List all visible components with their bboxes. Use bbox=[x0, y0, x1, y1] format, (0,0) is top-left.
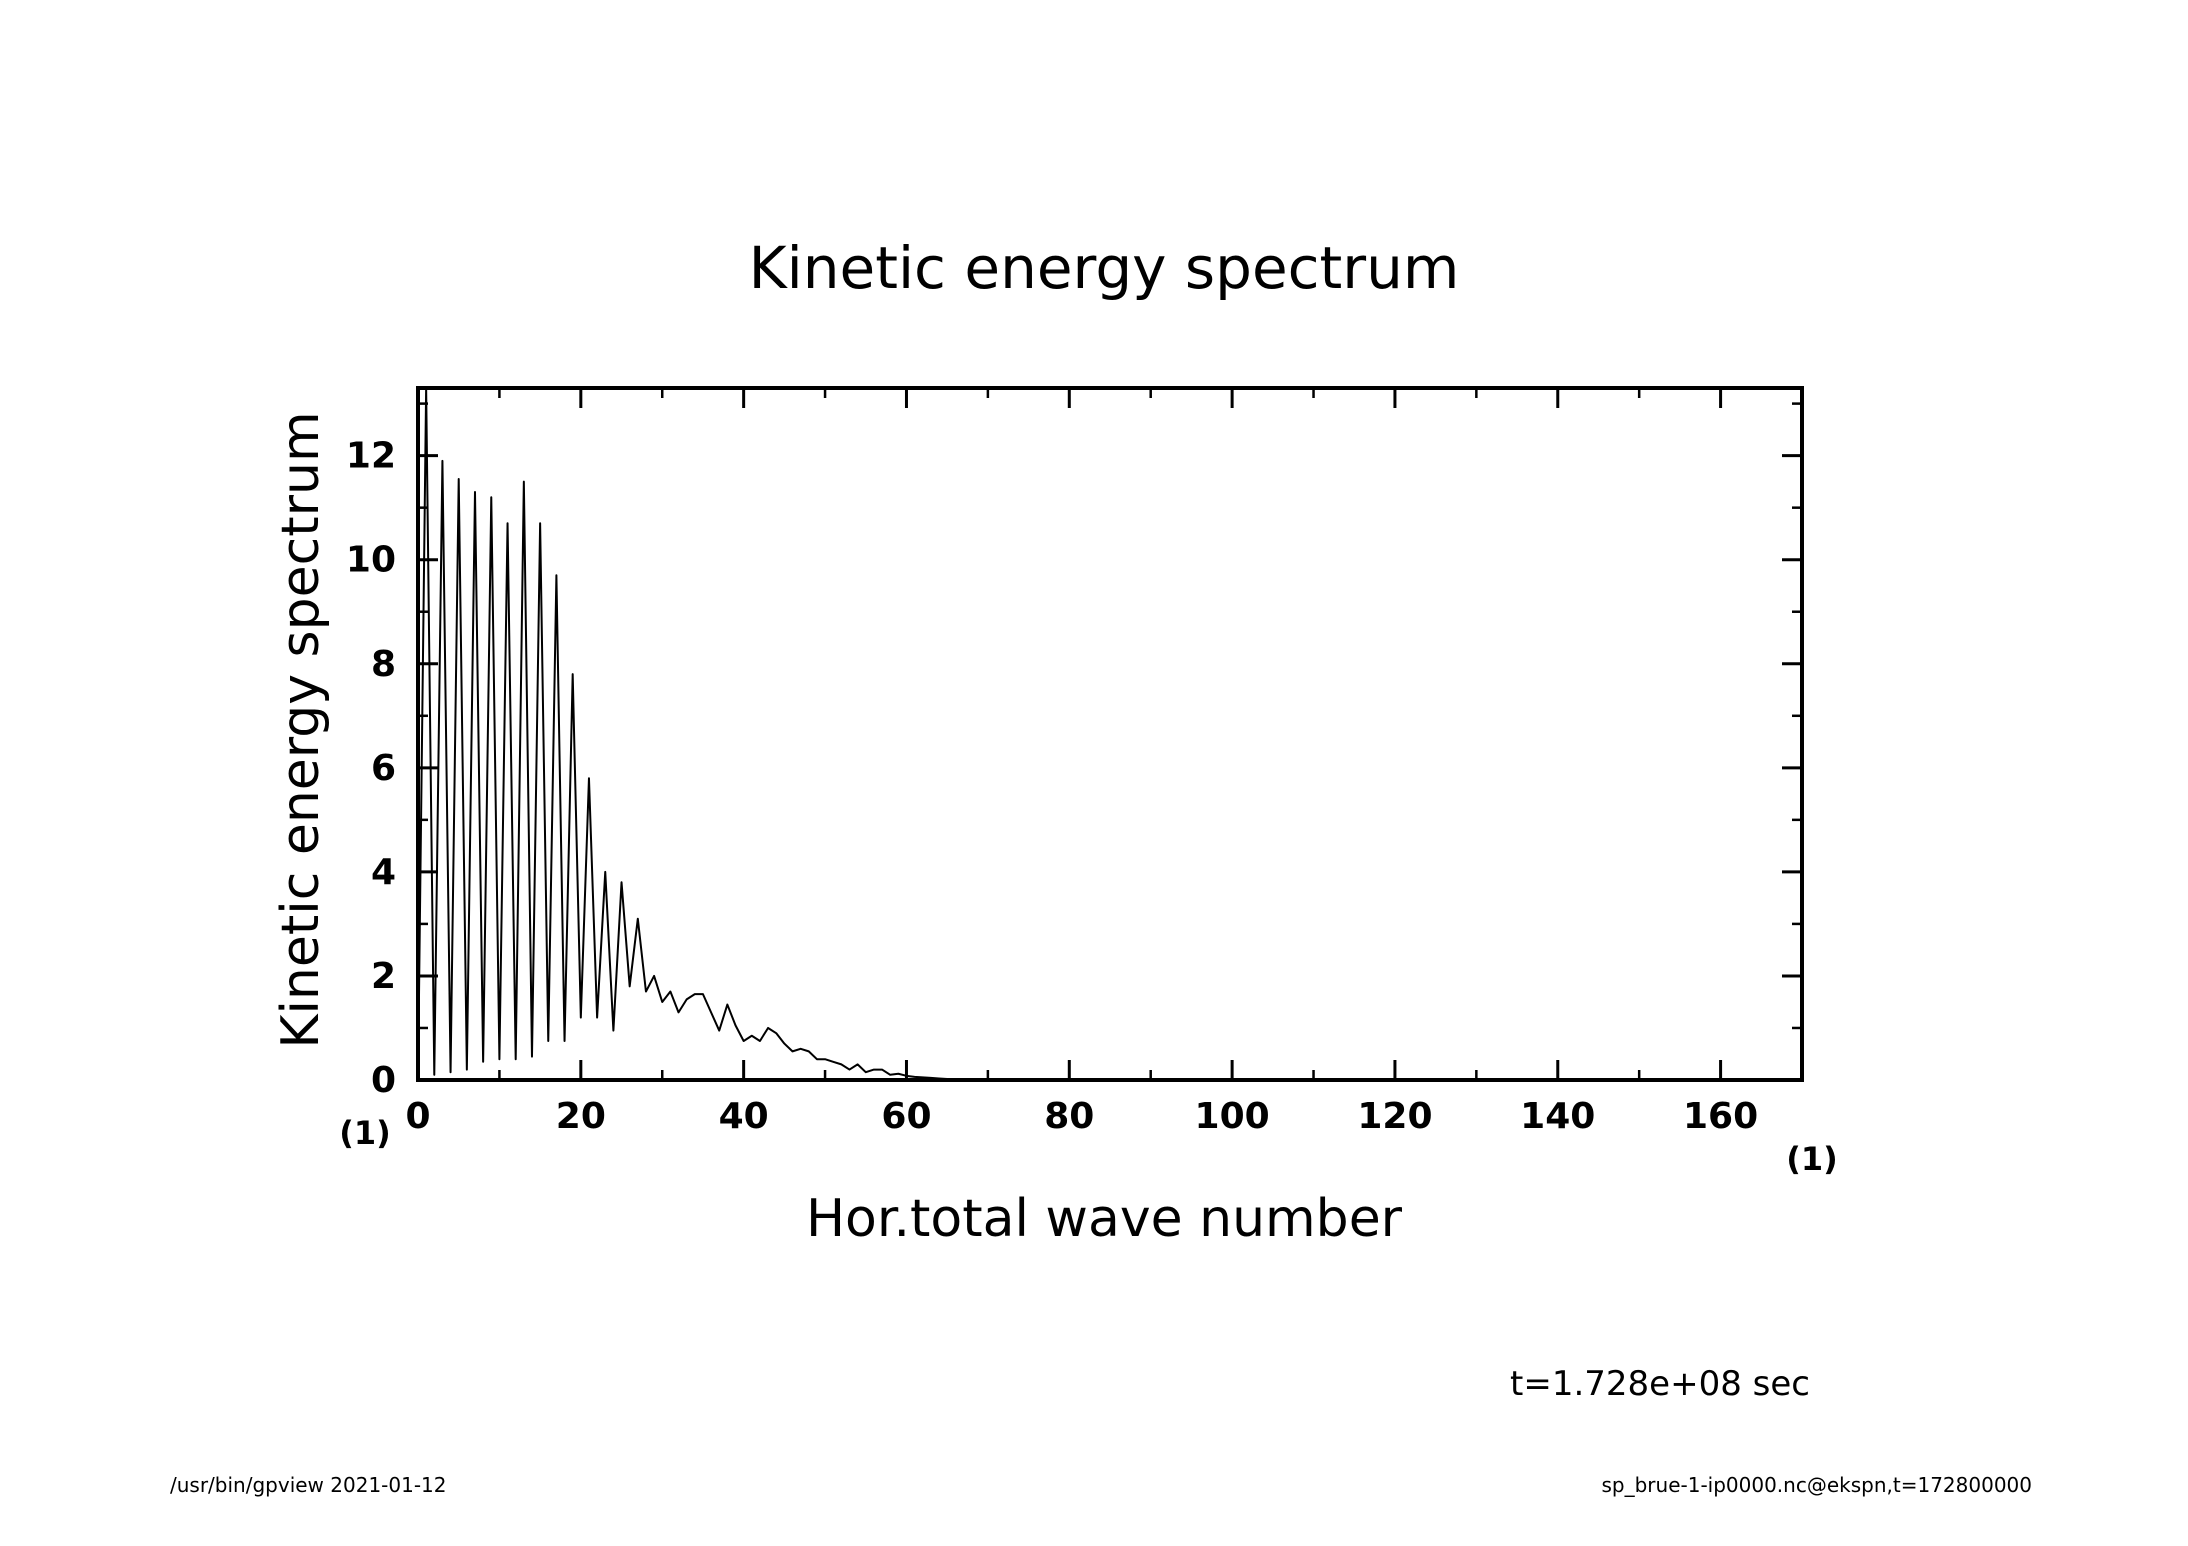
x-axis-label: Hor.total wave number bbox=[806, 1189, 1403, 1249]
x-tick-label: 160 bbox=[1683, 1096, 1758, 1137]
time-label: t=1.728e+08 sec bbox=[1510, 1364, 1810, 1404]
x-tick-label: 0 bbox=[405, 1096, 430, 1137]
y-tick-label: 2 bbox=[371, 956, 396, 997]
y-tick-label: 8 bbox=[371, 644, 396, 685]
x-unit-label: (1) bbox=[339, 1114, 391, 1152]
y-tick-label: 4 bbox=[371, 852, 396, 893]
x-tick-label: 120 bbox=[1357, 1096, 1432, 1137]
plot-frame bbox=[416, 386, 1804, 1082]
x-tick-label: 20 bbox=[556, 1096, 606, 1137]
plot-area: 0 20 40 60 80 100 120 140 160 0 2 4 6 8 10 12 bbox=[346, 386, 1804, 1137]
y-tick-label: 10 bbox=[346, 540, 396, 581]
y-axis-label: Kinetic energy spectrum bbox=[271, 411, 331, 1048]
x-tick-label: 80 bbox=[1044, 1096, 1094, 1137]
x-tick-label: 40 bbox=[719, 1096, 769, 1137]
footer-left-label: /usr/bin/gpview 2021-01-12 bbox=[170, 1473, 447, 1497]
x-tick-label: 140 bbox=[1520, 1096, 1595, 1137]
series-line bbox=[417, 387, 1803, 1081]
chart-title: Kinetic energy spectrum bbox=[749, 234, 1460, 302]
x-tick-label: 60 bbox=[881, 1096, 931, 1137]
y-tick-label: 0 bbox=[371, 1060, 396, 1101]
x-tick-label: 100 bbox=[1195, 1096, 1270, 1137]
y-tick-label: 6 bbox=[371, 748, 396, 789]
y-unit-label: (1) bbox=[1786, 1140, 1838, 1178]
y-tick-label: 12 bbox=[346, 436, 396, 477]
y-axis-label-group: Kinetic energy spectrum bbox=[271, 411, 331, 1048]
footer-right-label: sp_brue-1-ip0000.nc@ekspn,t=172800000 bbox=[1601, 1473, 2032, 1497]
